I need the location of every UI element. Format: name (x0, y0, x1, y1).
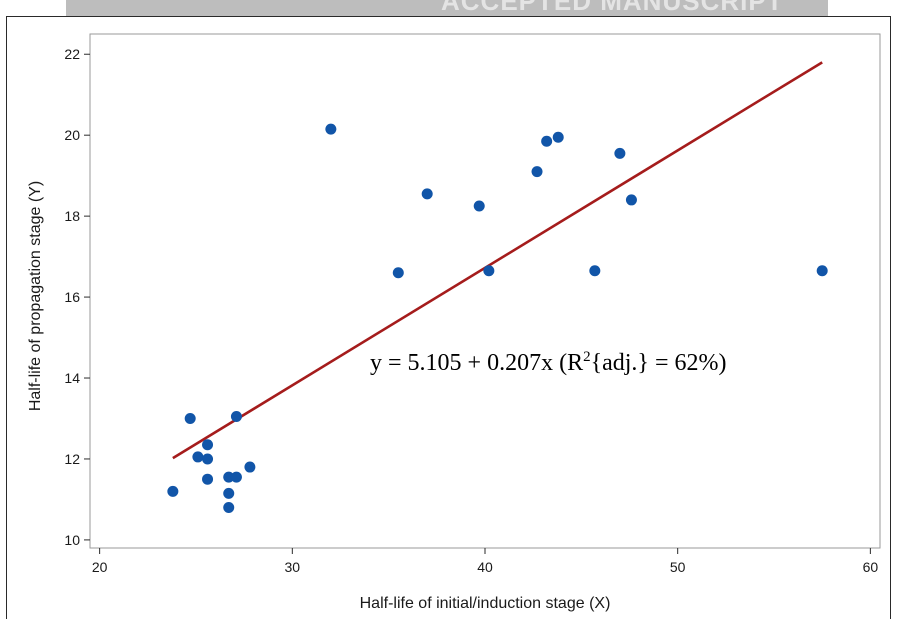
x-axis-label: Half-life of initial/induction stage (X) (360, 595, 611, 612)
data-point (184, 412, 196, 424)
data-point (614, 147, 626, 159)
data-point (421, 188, 433, 200)
data-point (473, 200, 485, 212)
data-point (816, 265, 828, 277)
data-point (202, 453, 214, 465)
y-tick-label: 22 (64, 46, 80, 62)
x-tick-label: 60 (863, 559, 879, 575)
header-band: ACCEPTED MANUSCRIPT (66, 0, 828, 16)
data-point (483, 265, 495, 277)
plot-area (89, 33, 881, 549)
data-point (202, 473, 214, 485)
y-tick-label: 20 (64, 127, 80, 143)
data-point (552, 131, 564, 143)
y-tick-label: 14 (64, 370, 80, 386)
data-point (202, 439, 214, 451)
x-tick-label: 30 (285, 559, 301, 575)
y-axis-label: Half-life of propagation stage (Y) (27, 181, 44, 411)
data-point (392, 267, 404, 279)
equation-text: y = 5.105 + 0.207x (R (370, 350, 583, 376)
data-points (167, 123, 828, 514)
data-point (230, 471, 242, 483)
data-point (192, 451, 204, 463)
y-tick-label: 16 (64, 289, 80, 305)
data-point (223, 487, 235, 499)
data-point (541, 135, 553, 147)
data-point (244, 461, 256, 473)
y-tick-label: 12 (64, 451, 80, 467)
regression-line (172, 61, 823, 460)
equation-text-after: {adj.} = 62%) (591, 350, 727, 376)
data-point (223, 502, 235, 514)
data-point (223, 471, 235, 483)
data-point (230, 410, 242, 422)
x-tick-label: 40 (477, 559, 493, 575)
watermark-text: ACCEPTED MANUSCRIPT (441, 0, 784, 16)
y-tick-label: 10 (64, 532, 80, 548)
x-axis: 20 30 40 50 60 (92, 548, 879, 575)
y-tick-label: 18 (64, 208, 80, 224)
x-tick-label: 20 (92, 559, 108, 575)
data-point (625, 194, 637, 206)
data-point (589, 265, 601, 277)
figure-frame (6, 16, 891, 619)
x-tick-label: 50 (670, 559, 686, 575)
data-point (531, 166, 543, 178)
data-point (325, 123, 337, 135)
data-point (167, 485, 179, 497)
equation-superscript: 2 (583, 349, 591, 365)
y-axis: 10 12 14 16 18 20 22 (64, 46, 90, 548)
regression-equation: y = 5.105 + 0.207x (R2{adj.} = 62%) (370, 349, 726, 376)
